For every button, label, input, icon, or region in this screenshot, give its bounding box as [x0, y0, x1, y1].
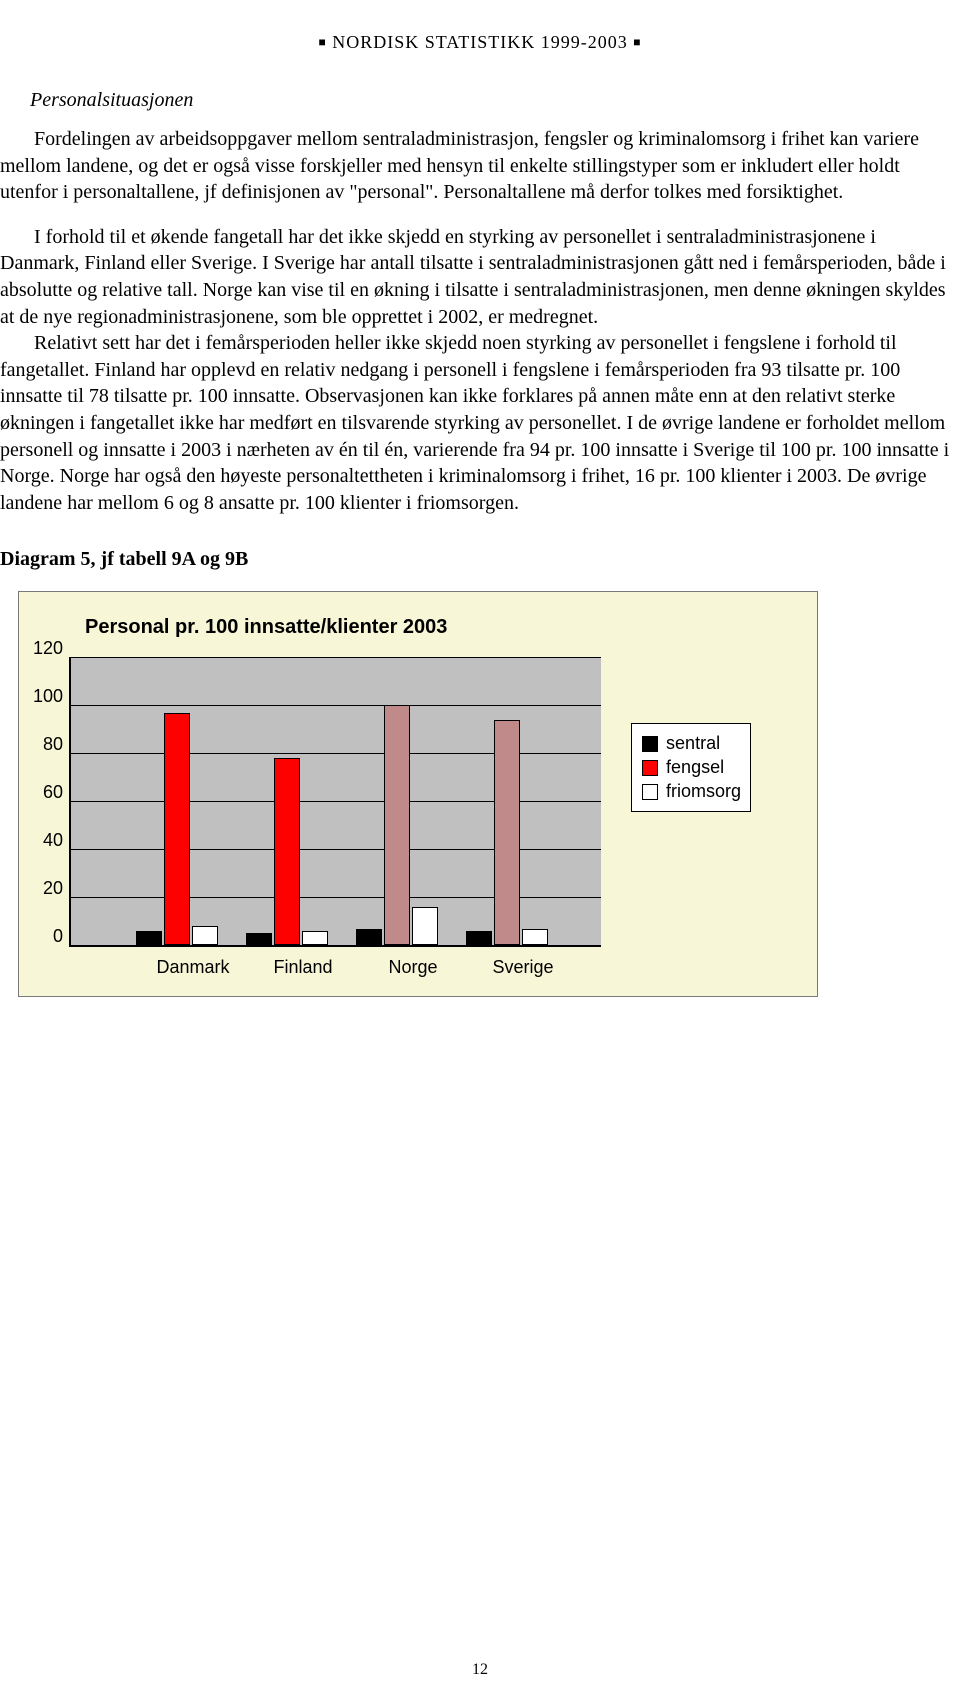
plot-area — [69, 657, 601, 947]
page-number: 12 — [0, 1661, 960, 1679]
legend-row: sentral — [642, 733, 738, 754]
bar-sentral — [136, 931, 162, 945]
x-tick-label: Norge — [358, 957, 468, 978]
gridline — [71, 705, 601, 706]
x-tick-label: Finland — [248, 957, 358, 978]
plot-wrap: DanmarkFinlandNorgeSverige — [69, 657, 603, 978]
x-tick-label: Danmark — [138, 957, 248, 978]
x-axis-labels: DanmarkFinlandNorgeSverige — [71, 957, 603, 978]
paragraph-3: Relativt sett har det i femårsperioden h… — [0, 330, 960, 516]
y-tick-label: 100 — [33, 686, 63, 706]
x-tick-label: Sverige — [468, 957, 578, 978]
bar-friomsorg — [192, 926, 218, 945]
paragraph-2: I forhold til et økende fangetall har de… — [0, 224, 960, 330]
chart-legend: sentral fengsel friomsorg — [631, 723, 751, 812]
y-tick-label: 60 — [43, 782, 63, 802]
bar-fengsel — [494, 720, 520, 946]
bar-fengsel — [384, 705, 410, 945]
y-tick-label: 40 — [43, 830, 63, 850]
legend-label: friomsorg — [666, 781, 741, 802]
bar-friomsorg — [522, 929, 548, 946]
paragraph-1: Fordelingen av arbeidsoppgaver mellom se… — [0, 126, 960, 206]
legend-row: fengsel — [642, 757, 738, 778]
diagram-label: Diagram 5, jf tabell 9A og 9B — [0, 548, 960, 571]
y-tick-label: 120 — [33, 638, 63, 658]
bar-sentral — [356, 929, 382, 946]
legend-swatch — [642, 784, 658, 800]
page: ■ NORDISK STATISTIKK 1999-2003 ■ Persona… — [0, 0, 960, 1707]
square-icon: ■ — [318, 35, 326, 49]
gridline — [71, 657, 601, 658]
bar-fengsel — [274, 758, 300, 945]
legend-swatch — [642, 736, 658, 752]
section-title: Personalsituasjonen — [30, 89, 960, 112]
gridline — [71, 753, 601, 754]
y-axis-ticks: 120100806040200 — [33, 657, 63, 945]
y-tick-label: 80 — [43, 734, 63, 754]
page-header: ■ NORDISK STATISTIKK 1999-2003 ■ — [0, 0, 960, 53]
chart-body: 120100806040200 DanmarkFinlandNorgeSveri… — [33, 657, 803, 978]
square-icon: ■ — [633, 35, 641, 49]
bar-friomsorg — [412, 907, 438, 945]
gridline — [71, 897, 601, 898]
legend-label: fengsel — [666, 757, 724, 778]
chart-panel: Personal pr. 100 innsatte/klienter 2003 … — [18, 591, 818, 997]
y-tick-label: 0 — [53, 926, 63, 946]
legend-swatch — [642, 760, 658, 776]
header-text: NORDISK STATISTIKK 1999-2003 — [332, 32, 628, 52]
bar-sentral — [246, 933, 272, 945]
legend-label: sentral — [666, 733, 720, 754]
bar-sentral — [466, 931, 492, 945]
legend-row: friomsorg — [642, 781, 738, 802]
bar-friomsorg — [302, 931, 328, 945]
gridline — [71, 801, 601, 802]
bar-fengsel — [164, 713, 190, 946]
gridline — [71, 849, 601, 850]
y-tick-label: 20 — [43, 878, 63, 898]
chart-title: Personal pr. 100 innsatte/klienter 2003 — [85, 616, 803, 639]
plot-column: 120100806040200 DanmarkFinlandNorgeSveri… — [33, 657, 603, 978]
